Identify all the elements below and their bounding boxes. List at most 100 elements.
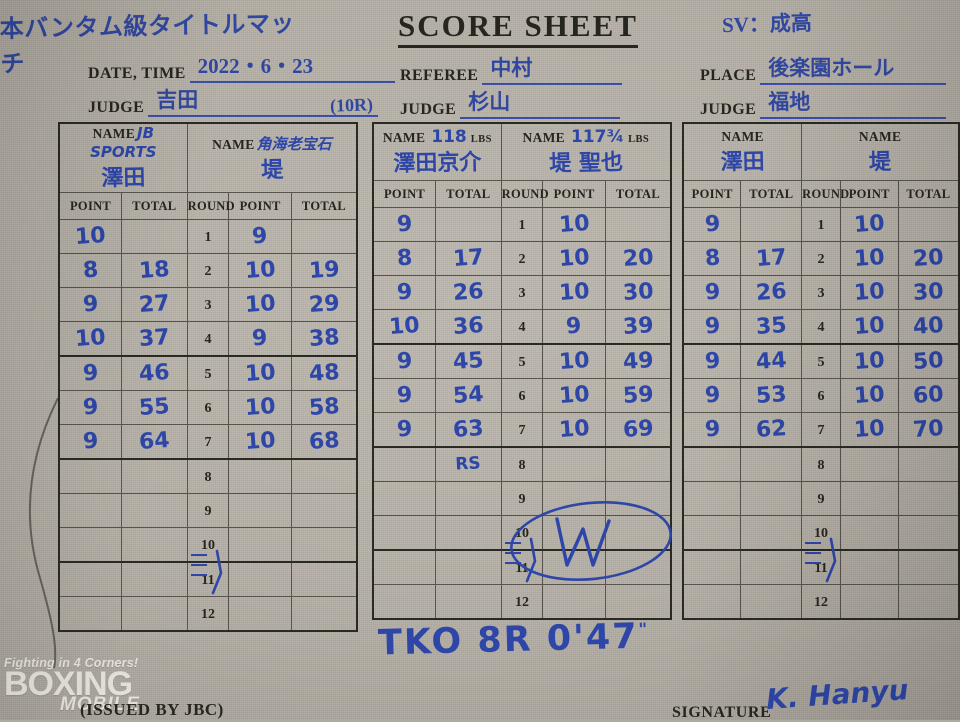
blue-total-cell[interactable]: 60 <box>897 378 960 413</box>
red-total-cell[interactable] <box>740 515 803 551</box>
red-point-cell[interactable]: 9 <box>682 309 742 345</box>
blue-total-cell[interactable]: 40 <box>897 309 960 345</box>
red-total-cell[interactable] <box>435 584 502 620</box>
table-row[interactable]: 8 <box>682 446 960 482</box>
blue-point-cell[interactable] <box>228 527 292 563</box>
red-total-cell[interactable]: 17 <box>740 241 803 276</box>
table-row[interactable]: 9 44 5 10 50 <box>682 343 960 379</box>
red-total-cell[interactable] <box>435 481 502 516</box>
red-point-cell[interactable]: 9 <box>682 412 742 448</box>
table-row[interactable]: 10 <box>682 515 960 551</box>
blue-total-cell[interactable]: 69 <box>604 412 672 448</box>
red-total-cell[interactable]: 54 <box>435 378 502 413</box>
red-point-cell[interactable] <box>58 458 123 494</box>
blue-total-cell[interactable] <box>897 515 960 551</box>
red-total-cell[interactable]: 18 <box>121 253 188 288</box>
blue-point-cell[interactable] <box>839 549 899 585</box>
blue-total-cell[interactable] <box>897 207 960 242</box>
blue-point-cell[interactable] <box>542 584 606 620</box>
table-row[interactable]: 9 54 6 10 59 <box>372 378 672 413</box>
blue-corner-name-cell[interactable]: NAME 角海老宝石堤 <box>186 122 358 193</box>
red-point-cell[interactable]: 8 <box>682 241 742 276</box>
blue-total-cell[interactable]: 30 <box>604 275 672 310</box>
red-total-cell[interactable]: 36 <box>435 309 502 345</box>
red-point-cell[interactable] <box>58 596 123 632</box>
blue-point-cell[interactable] <box>839 515 899 551</box>
table-row[interactable]: 12 <box>682 584 960 620</box>
table-row[interactable]: 9 46 5 10 48 <box>58 355 358 391</box>
red-total-cell[interactable]: 17 <box>435 241 502 276</box>
red-total-cell[interactable] <box>435 515 502 551</box>
blue-total-cell[interactable]: 20 <box>897 241 960 276</box>
blue-total-cell[interactable]: 30 <box>897 275 960 310</box>
blue-total-cell[interactable]: 19 <box>290 253 358 288</box>
red-point-cell[interactable] <box>682 481 742 516</box>
blue-point-cell[interactable]: 9 <box>542 309 606 345</box>
blue-total-cell[interactable]: 20 <box>604 241 672 276</box>
blue-point-cell[interactable] <box>228 493 292 528</box>
red-point-cell[interactable] <box>58 561 123 597</box>
red-total-cell[interactable] <box>121 527 188 563</box>
blue-point-cell[interactable]: 10 <box>839 343 899 379</box>
red-point-cell[interactable]: 8 <box>58 253 123 288</box>
red-total-cell[interactable]: 26 <box>740 275 803 310</box>
red-total-cell[interactable] <box>435 207 502 242</box>
red-total-cell[interactable] <box>740 549 803 585</box>
blue-point-cell[interactable]: 10 <box>839 241 899 276</box>
red-corner-name-cell[interactable]: NAME 118 LBS 澤田京介 <box>371 122 502 181</box>
blue-point-cell[interactable]: 10 <box>542 412 606 448</box>
table-row[interactable]: 9 27 3 10 29 <box>58 287 358 322</box>
blue-total-cell[interactable]: 70 <box>897 412 960 448</box>
red-point-cell[interactable]: 9 <box>58 390 123 425</box>
table-row[interactable]: 9 26 3 10 30 <box>682 275 960 310</box>
table-row[interactable]: 8 <box>58 458 358 494</box>
table-row[interactable]: 12 <box>372 584 672 620</box>
blue-total-cell[interactable] <box>290 493 358 528</box>
red-total-cell[interactable]: 44 <box>740 343 803 379</box>
blue-total-cell[interactable] <box>604 446 672 482</box>
table-row[interactable]: 9 <box>682 481 960 516</box>
red-total-cell[interactable]: 63 <box>435 412 502 448</box>
red-point-cell[interactable] <box>682 446 742 482</box>
blue-total-cell[interactable] <box>897 549 960 585</box>
blue-point-cell[interactable]: 10 <box>228 287 292 322</box>
red-point-cell[interactable]: 8 <box>372 241 437 276</box>
table-row[interactable]: 11 <box>682 537 960 585</box>
red-corner-name-cell[interactable]: NAME 澤田 <box>682 122 803 181</box>
red-point-cell[interactable] <box>372 481 437 516</box>
red-point-cell[interactable] <box>682 549 742 585</box>
table-row[interactable]: 9 53 6 10 60 <box>682 378 960 413</box>
blue-point-cell[interactable]: 10 <box>228 424 292 460</box>
red-total-cell[interactable] <box>740 207 803 242</box>
red-point-cell[interactable] <box>682 584 742 620</box>
table-row[interactable]: 8 17 2 10 20 <box>682 241 960 276</box>
red-total-cell[interactable] <box>740 446 803 482</box>
red-point-cell[interactable]: 9 <box>682 378 742 413</box>
table-row[interactable]: 9 <box>58 493 358 528</box>
table-row[interactable]: 8 18 2 10 19 <box>58 253 358 288</box>
blue-point-cell[interactable]: 10 <box>839 275 899 310</box>
table-row[interactable]: 9 1 10 <box>682 207 960 242</box>
red-point-cell[interactable] <box>372 446 437 482</box>
blue-point-cell[interactable] <box>839 446 899 482</box>
red-corner-name-cell[interactable]: NAME JB SPORTS 澤田 <box>57 122 188 193</box>
blue-point-cell[interactable]: 10 <box>839 378 899 413</box>
blue-total-cell[interactable] <box>604 584 672 620</box>
table-row[interactable]: 10 <box>58 527 358 563</box>
blue-point-cell[interactable]: 10 <box>542 343 606 379</box>
table-row[interactable]: 10 1 9 <box>58 219 358 254</box>
blue-point-cell[interactable] <box>228 561 292 597</box>
blue-total-cell[interactable] <box>290 561 358 597</box>
red-total-cell[interactable]: 64 <box>121 424 188 460</box>
red-total-cell[interactable]: 45 <box>435 343 502 379</box>
red-total-cell[interactable] <box>121 458 188 494</box>
blue-total-cell[interactable] <box>604 515 672 551</box>
red-total-cell[interactable] <box>740 584 803 620</box>
table-row[interactable]: 10 <box>372 515 672 551</box>
red-point-cell[interactable] <box>58 527 123 563</box>
table-row[interactable]: 10 37 4 9 38 <box>58 321 358 357</box>
red-point-cell[interactable]: 9 <box>58 424 123 460</box>
red-point-cell[interactable] <box>372 584 437 620</box>
blue-total-cell[interactable]: 38 <box>290 321 358 357</box>
table-row[interactable]: 9 45 5 10 49 <box>372 343 672 379</box>
